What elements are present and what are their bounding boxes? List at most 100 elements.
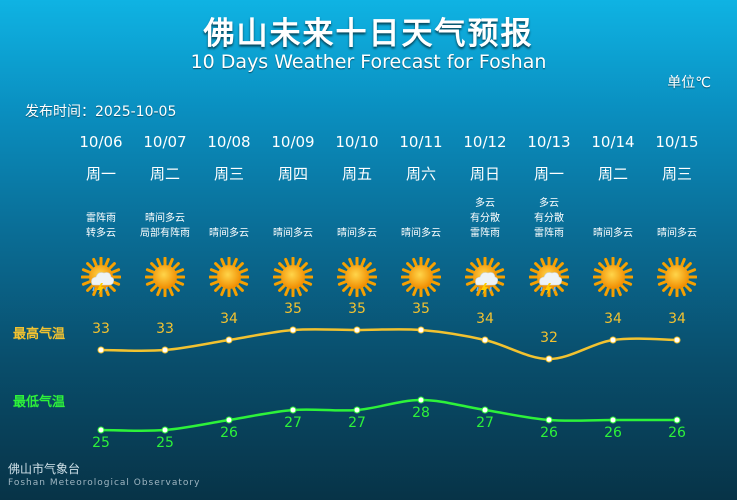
forecast-weekday: 周六 (405, 165, 436, 183)
weather-description-line: 晴间多云 (401, 228, 441, 239)
low-temp-value: 28 (412, 405, 430, 421)
unit-label: 单位℃ (667, 75, 711, 91)
high-temp-value: 34 (604, 311, 622, 327)
forecast-weekday: 周三 (661, 165, 692, 183)
low-temp-point (161, 426, 169, 434)
thunderstorm-sun-icon (465, 257, 505, 297)
sun-icon (593, 257, 633, 297)
high-temp-point (225, 336, 233, 344)
low-temp-value: 27 (476, 415, 494, 431)
low-temp-value: 26 (668, 425, 686, 441)
forecast-weekday: 周五 (341, 165, 372, 183)
high-temp-value: 34 (476, 311, 494, 327)
high-temp-point (289, 326, 297, 334)
weather-description-line: 转多云 (86, 228, 116, 239)
forecast-weekday: 周二 (597, 165, 628, 183)
low-temp-point (353, 406, 361, 414)
thunderstorm-sun-icon (529, 257, 569, 297)
footer-observatory-cn: 佛山市气象台 (8, 462, 81, 476)
high-temp-value: 34 (220, 311, 238, 327)
weather-description: 雷阵雨 转多云 (69, 193, 133, 241)
low-temp-point (289, 406, 297, 414)
low-temp-point (417, 396, 425, 404)
high-temp-value: 32 (540, 330, 558, 346)
weather-description-line: 雷阵雨 (86, 213, 116, 224)
weather-description-line: 有分散 (470, 213, 500, 224)
low-temp-value: 26 (540, 425, 558, 441)
high-temp-value: 33 (156, 321, 174, 337)
forecast-date: 10/11 (399, 133, 443, 151)
weather-description-line: 晴间多云 (657, 228, 697, 239)
weather-description: 多云 有分散 雷阵雨 (453, 193, 517, 241)
weather-description: 晴间多云 (197, 193, 261, 241)
forecast-date: 10/09 (271, 133, 315, 151)
high-temp-point (609, 336, 617, 344)
forecast-weekday: 周日 (469, 165, 500, 183)
forecast-weekday: 周一 (533, 165, 564, 183)
high-temp-value: 35 (412, 301, 430, 317)
page-title: 佛山未来十日天气预报 (203, 16, 534, 52)
high-temp-label: 最高气温 (13, 327, 66, 342)
high-temp-line (100, 327, 678, 361)
weather-description-line: 雷阵雨 (470, 228, 500, 239)
low-temp-value: 27 (348, 415, 366, 431)
high-temp-point (97, 346, 105, 354)
high-temp-value: 35 (348, 301, 366, 317)
forecast-date: 10/13 (527, 133, 571, 151)
low-temp-point (609, 416, 617, 424)
weather-description: 晴间多云 (261, 193, 325, 241)
weather-description-line: 晴间多云 (273, 228, 313, 239)
low-temp-point (545, 416, 553, 424)
low-temp-point (673, 416, 681, 424)
weather-description: 晴间多云 (325, 193, 389, 241)
low-temp-value: 25 (92, 435, 110, 451)
sun-icon (145, 257, 185, 297)
low-temp-value: 26 (604, 425, 622, 441)
weather-description-line: 局部有阵雨 (140, 228, 190, 239)
publish-time: 发布时间：2025-10-05 (25, 104, 177, 120)
forecast-date: 10/08 (207, 133, 251, 151)
forecast-date: 10/07 (143, 133, 187, 151)
low-temp-value: 25 (156, 435, 174, 451)
weather-description: 晴间多云 (581, 193, 645, 241)
sun-icon (657, 257, 697, 297)
forecast-date: 10/15 (655, 133, 699, 151)
low-temp-point (97, 426, 105, 434)
weather-description-line: 有分散 (534, 213, 564, 224)
high-temp-value: 35 (284, 301, 302, 317)
weather-description: 晴间多云 局部有阵雨 (133, 193, 197, 241)
high-temp-point (481, 336, 489, 344)
weather-description: 晴间多云 (645, 193, 709, 241)
forecast-date: 10/06 (79, 133, 123, 151)
forecast-weekday: 周一 (85, 165, 116, 183)
high-temp-point (417, 326, 425, 334)
high-temp-point (161, 346, 169, 354)
weather-description-line: 晴间多云 (209, 228, 249, 239)
low-temp-line (100, 398, 677, 433)
weather-description-line: 多云 (475, 198, 495, 209)
footer-observatory-en: Foshan Meteorological Observatory (8, 478, 201, 488)
high-temp-value: 33 (92, 321, 110, 337)
weather-description-line: 多云 (539, 198, 559, 209)
forecast-weekday: 周二 (149, 165, 180, 183)
low-temp-label: 最低气温 (13, 395, 66, 410)
sun-icon (209, 257, 249, 297)
sun-icon (273, 257, 313, 297)
sun-icon (401, 257, 441, 297)
weather-description-line: 晴间多云 (145, 213, 185, 224)
forecast-date: 10/12 (463, 133, 507, 151)
forecast-date: 10/14 (591, 133, 635, 151)
high-temp-value: 34 (668, 311, 686, 327)
high-temp-point (545, 355, 553, 363)
high-temp-point (673, 336, 681, 344)
low-temp-value: 27 (284, 415, 302, 431)
forecast-weekday: 周四 (277, 165, 308, 183)
high-temp-point (353, 326, 361, 334)
weather-description: 晴间多云 (389, 193, 453, 241)
weather-description: 多云 有分散 雷阵雨 (517, 193, 581, 241)
low-temp-point (481, 406, 489, 414)
weather-description-line: 雷阵雨 (534, 228, 564, 239)
forecast-weekday: 周三 (213, 165, 244, 183)
low-temp-value: 26 (220, 425, 238, 441)
thunderstorm-sun-icon (81, 257, 121, 297)
